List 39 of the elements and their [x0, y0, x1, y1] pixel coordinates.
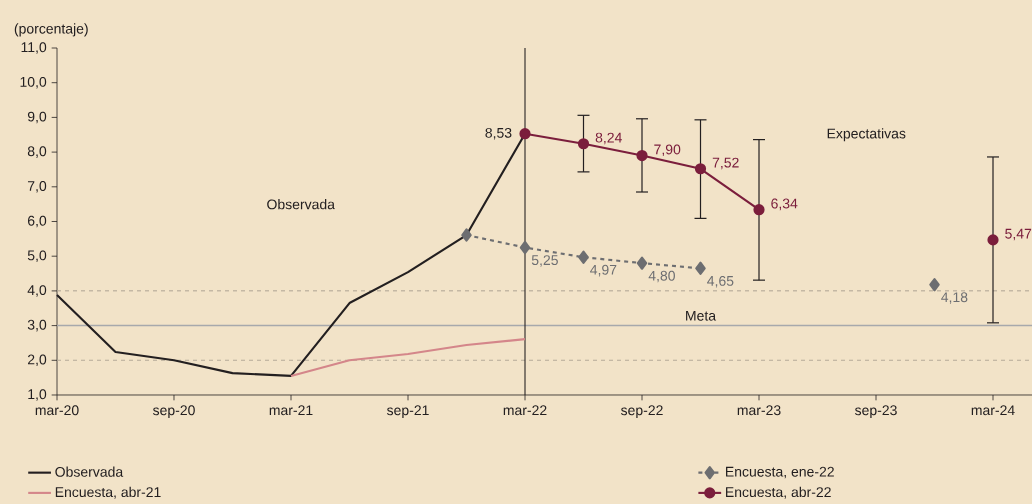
- data-label: 4,65: [707, 275, 734, 288]
- ref-line-label: Meta: [686, 310, 717, 321]
- y-tick-label: 9,0: [27, 111, 47, 124]
- x-tick-label: mar-22: [503, 405, 547, 416]
- x-tick-label: sep-21: [387, 405, 429, 418]
- data-label: 4,18: [941, 292, 968, 304]
- y-tick-label: 2,0: [27, 354, 47, 367]
- x-tick-label: mar-24: [971, 405, 1015, 416]
- y-tick-label: 6,0: [27, 215, 47, 228]
- y-tick-label: 10,0: [20, 76, 47, 89]
- y-axis-title: (porcentaje): [14, 23, 88, 37]
- data-label: 4,97: [590, 264, 617, 277]
- legend-label: Encuesta, abr-21: [55, 486, 161, 499]
- y-tick-label: 7,0: [27, 181, 47, 193]
- x-tick-label: sep-20: [153, 405, 195, 418]
- x-tick-label: sep-22: [621, 405, 663, 418]
- data-label: 5,25: [531, 255, 558, 267]
- data-label: 6,34: [771, 198, 798, 211]
- data-label: 8,53: [485, 127, 512, 140]
- data-label: 8,24: [595, 132, 622, 145]
- legend-label: Encuesta, ene-22: [726, 466, 834, 479]
- x-tick-label: mar-20: [35, 405, 79, 416]
- x-tick-label: mar-21: [269, 405, 313, 416]
- data-label: 7,90: [654, 144, 681, 157]
- legend-label: Observada: [55, 466, 124, 477]
- y-tick-label: 5,0: [27, 250, 47, 262]
- data-label: 5,47: [1005, 228, 1032, 241]
- annotation: Observada: [267, 199, 335, 210]
- legend-label: Encuesta, abr-22: [726, 486, 831, 499]
- y-tick-label: 4,0: [27, 285, 47, 297]
- y-tick-label: 11,0: [21, 42, 47, 54]
- y-tick-label: 8,0: [27, 146, 47, 158]
- y-tick-label: 1,0: [28, 389, 47, 401]
- x-tick-label: sep-23: [855, 405, 897, 418]
- x-tick-label: mar-23: [737, 405, 781, 416]
- annotation: Expectativas: [827, 128, 906, 142]
- y-tick-label: 3,0: [27, 319, 47, 332]
- data-label: 7,52: [712, 157, 739, 170]
- data-label: 4,80: [648, 270, 675, 283]
